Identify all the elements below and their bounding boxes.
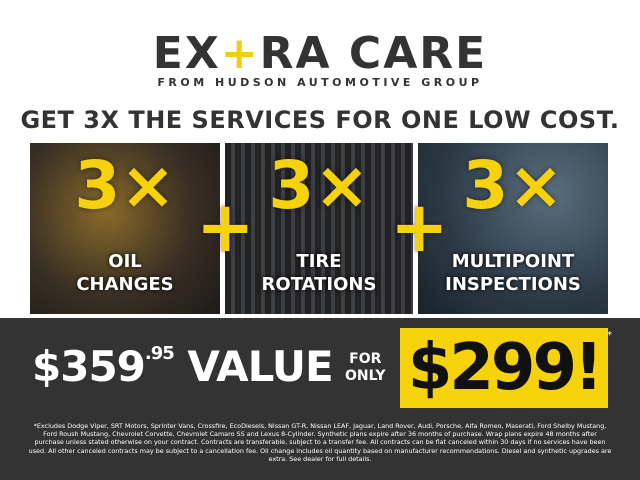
- service-label: OIL CHANGES: [30, 250, 220, 296]
- multiplier: 3×: [74, 147, 176, 224]
- pricing-band: $359.95 VALUE FOR ONLY $299! * *Excludes …: [0, 318, 640, 480]
- service-line2: CHANGES: [76, 274, 174, 295]
- service-label: MULTIPOINT INSPECTIONS: [418, 250, 608, 296]
- service-line1: TIRE: [296, 251, 342, 272]
- value-dollars: $359: [32, 342, 146, 391]
- logo-text-pre: EX: [152, 28, 221, 79]
- value-cents: .95: [144, 343, 175, 364]
- sale-price-box: $299!: [400, 328, 608, 408]
- value-label: VALUE: [187, 342, 333, 391]
- tire-rotation-panel: 3× TIRE ROTATIONS: [225, 143, 413, 314]
- plus-icon: +: [390, 186, 449, 268]
- multiplier: 3×: [462, 147, 564, 224]
- value-price: $359.95 VALUE: [32, 342, 334, 391]
- service-line1: MULTIPOINT: [451, 251, 575, 272]
- only-text: ONLY: [345, 368, 386, 384]
- oil-change-panel: 3× OIL CHANGES: [30, 143, 220, 314]
- disclaimer: *Excludes Dodge Viper, SRT Motors, Sprin…: [28, 422, 612, 463]
- inspection-panel: 3× MULTIPOINT INSPECTIONS: [418, 143, 608, 314]
- plus-icon: +: [196, 186, 255, 268]
- logo-plus-icon: +: [220, 28, 260, 79]
- for-only: FOR ONLY: [345, 351, 386, 385]
- service-line2: ROTATIONS: [261, 274, 377, 295]
- service-line2: INSPECTIONS: [445, 274, 581, 295]
- service-label: TIRE ROTATIONS: [225, 250, 413, 296]
- headline: GET 3X THE SERVICES FOR ONE LOW COST.: [20, 106, 620, 134]
- sale-price: $299!: [407, 331, 603, 405]
- logo-tagline: FROM HUDSON AUTOMOTIVE GROUP: [157, 76, 483, 89]
- extra-care-logo: EX+RA CARE: [0, 30, 640, 78]
- for-text: FOR: [349, 351, 382, 367]
- asterisk: *: [607, 330, 612, 341]
- multiplier: 3×: [268, 147, 370, 224]
- service-line1: OIL: [108, 251, 142, 272]
- logo-text-post: RA CARE: [259, 28, 488, 79]
